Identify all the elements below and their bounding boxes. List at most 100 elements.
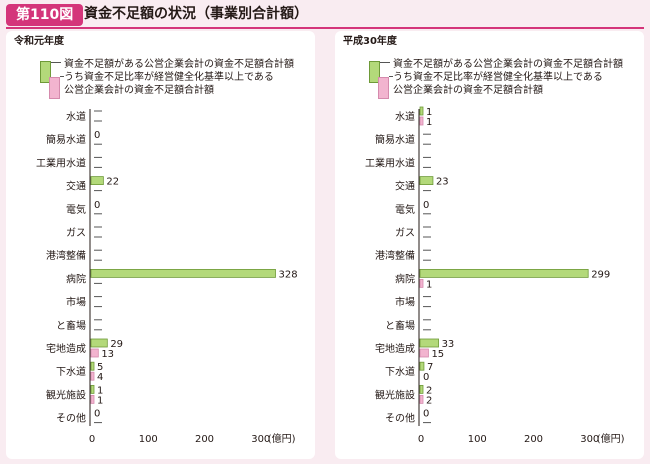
figure-number-badge: 第110図	[6, 4, 84, 26]
data-label-total: 29	[110, 339, 123, 350]
figure-header: 第110図 資金不足額の状況（事業別合計額）	[0, 0, 650, 29]
legend-label-total: 資金不足額がある公営企業会計の資金不足額合計額	[64, 59, 294, 70]
panel-title: 令和元年度	[14, 36, 64, 47]
category-label: 宅地造成	[375, 342, 415, 355]
legend-leader-line	[60, 76, 64, 77]
category-label: 港湾整備	[375, 249, 415, 262]
x-tick-label: 200	[195, 434, 214, 445]
x-tick-label: 100	[139, 434, 158, 445]
category-label: 観光施設	[46, 388, 86, 401]
bar-subset	[419, 394, 424, 404]
category-label: 市場	[395, 296, 415, 309]
legend-swatch-subset	[378, 77, 389, 99]
category-label: 市場	[66, 296, 86, 309]
category-label: 工業用水道	[36, 156, 86, 169]
legend-leader-line	[51, 62, 61, 63]
category-label: 観光施設	[375, 388, 415, 401]
category-label: ガス	[66, 227, 86, 239]
data-label-subset: 15	[431, 349, 444, 360]
chart-panel-heisei: 平成30年度 資金不足額がある公営企業会計の資金不足額合計額 うち資金不足比率が…	[335, 31, 644, 459]
bar-total	[90, 384, 95, 394]
bar-total	[419, 176, 434, 186]
data-label-total: 328	[279, 269, 298, 280]
bar-total	[419, 384, 424, 394]
x-tick-label: 0	[418, 434, 424, 445]
bar-total	[419, 338, 439, 348]
bar-subset	[90, 371, 95, 381]
category-label: その他	[385, 412, 415, 425]
legend-label-subset: うち資金不足比率が経営健全化基準以上である	[393, 72, 603, 83]
data-label-total: 7	[427, 362, 433, 373]
data-label-total: 2	[426, 385, 432, 396]
bar-total	[90, 176, 104, 186]
category-label: 宅地造成	[46, 342, 86, 355]
data-label-total: 0	[423, 409, 429, 420]
category-label: と畜場	[385, 319, 415, 332]
x-tick-label: 200	[524, 434, 543, 445]
bar-subset	[419, 348, 429, 358]
x-unit-label: (億円)	[597, 432, 625, 445]
data-label-total: 23	[436, 177, 449, 188]
chart-panel-reiwa: 令和元年度 資金不足額がある公営企業会計の資金不足額合計額 うち資金不足比率が経…	[6, 31, 315, 459]
legend-leader-line	[389, 76, 393, 77]
category-label: 水道	[395, 110, 415, 123]
data-label-total: 299	[591, 269, 610, 280]
data-label-total: 0	[423, 200, 429, 211]
panel-title: 平成30年度	[343, 36, 397, 47]
category-label: 水道	[66, 110, 86, 123]
data-label-total: 1	[426, 107, 432, 118]
data-label-total: 33	[442, 339, 455, 350]
legend-label-subset-cont: 公営企業会計の資金不足額合計額	[393, 85, 543, 96]
legend-label-subset-cont: 公営企業会計の資金不足額合計額	[64, 85, 214, 96]
data-label-subset: 1	[426, 117, 432, 128]
figure-title: 資金不足額の状況（事業別合計額）	[84, 6, 308, 22]
data-label-total: 22	[106, 177, 119, 188]
data-label-total: 0	[94, 130, 100, 141]
category-label: 簡易水道	[46, 133, 86, 146]
bar-total	[419, 361, 425, 371]
legend: 資金不足額がある公営企業会計の資金不足額合計額 うち資金不足比率が経営健全化基準…	[359, 58, 639, 99]
category-label: ガス	[395, 227, 415, 239]
category-label: 交通	[395, 180, 415, 193]
category-label: 病院	[395, 272, 415, 285]
x-tick-label: 300	[251, 434, 270, 445]
bar-subset	[90, 348, 99, 358]
data-label-total: 5	[97, 362, 103, 373]
category-label: 下水道	[56, 365, 86, 378]
data-label-subset: 4	[97, 372, 103, 383]
x-unit-label: (億円)	[268, 432, 296, 445]
bar-total	[90, 361, 95, 371]
bar-total	[90, 338, 108, 348]
category-label: 電気	[395, 203, 415, 216]
legend: 資金不足額がある公営企業会計の資金不足額合計額 うち資金不足比率が経営健全化基準…	[30, 58, 310, 99]
bar-total	[90, 268, 276, 278]
legend-leader-line	[380, 62, 390, 63]
bar-subset	[90, 394, 95, 404]
data-label-total: 0	[94, 200, 100, 211]
bar-subset	[419, 116, 424, 126]
data-label-total: 0	[94, 409, 100, 420]
legend-swatch-total	[40, 61, 51, 83]
category-label: 下水道	[385, 365, 415, 378]
legend-label-total: 資金不足額がある公営企業会計の資金不足額合計額	[393, 59, 623, 70]
category-label: と畜場	[56, 319, 86, 332]
category-label: 交通	[66, 180, 86, 193]
data-label-subset: 0	[423, 372, 429, 383]
category-label: 電気	[66, 203, 86, 216]
category-label: 工業用水道	[365, 156, 415, 169]
bar-total	[419, 106, 424, 116]
bar-subset	[419, 278, 424, 288]
legend-swatch-subset	[49, 77, 60, 99]
data-label-subset: 1	[426, 279, 432, 290]
legend-swatch-total	[369, 61, 380, 83]
x-tick-label: 100	[468, 434, 487, 445]
header-rule	[6, 27, 644, 29]
data-label-subset: 1	[97, 395, 103, 406]
legend-label-subset: うち資金不足比率が経営健全化基準以上である	[64, 72, 274, 83]
category-label: その他	[56, 412, 86, 425]
x-tick-label: 300	[580, 434, 599, 445]
data-label-subset: 13	[101, 349, 114, 360]
data-label-total: 1	[97, 385, 103, 396]
